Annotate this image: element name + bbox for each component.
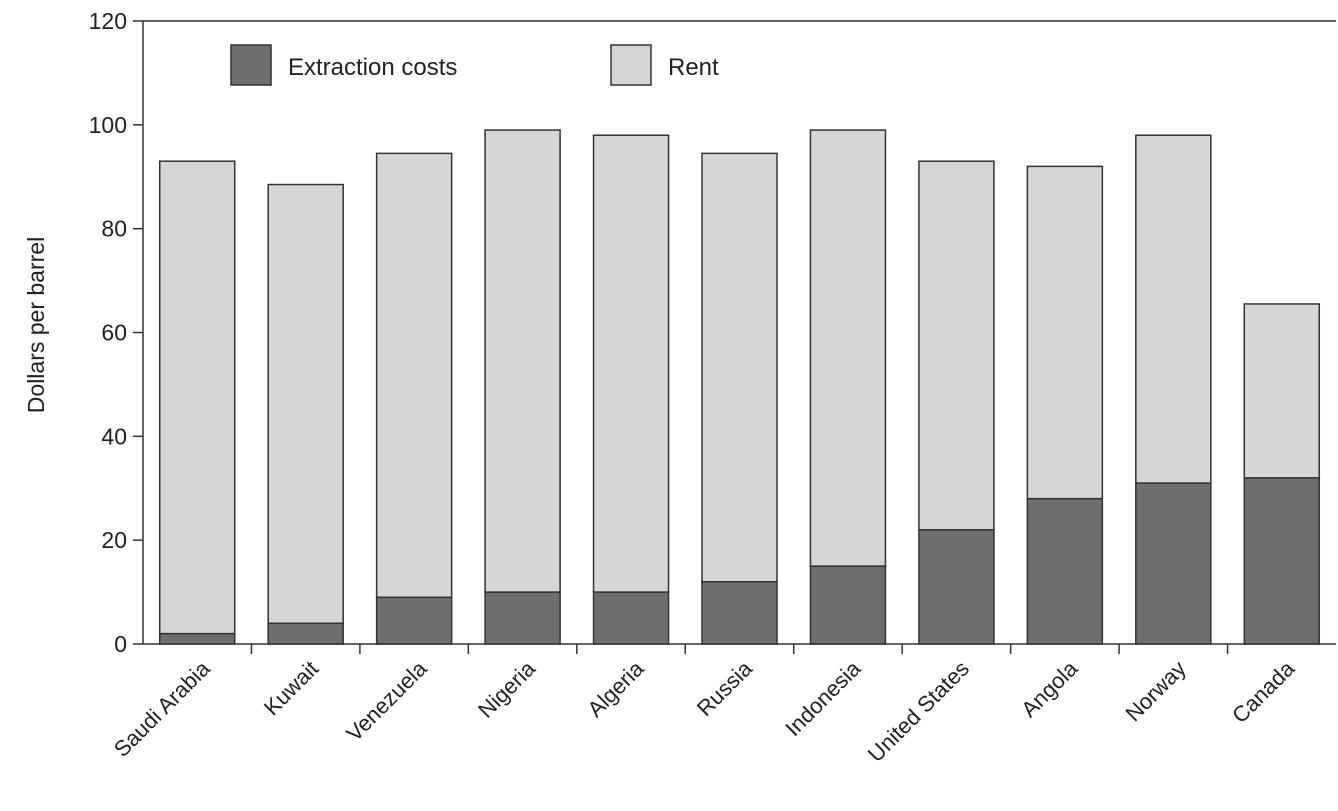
x-category-label: Algeria	[582, 655, 649, 722]
bar-extraction-costs	[158, 632, 236, 645]
bar-extraction-costs	[1135, 482, 1212, 645]
x-category-label: Russia	[692, 655, 758, 721]
bar-rent	[918, 160, 995, 531]
bar-rent	[592, 134, 670, 593]
x-category-label: Saudi Arabia	[109, 655, 215, 761]
x-category-label: Kuwait	[259, 656, 323, 720]
bar-extraction-costs	[267, 622, 344, 645]
legend-swatch	[230, 44, 272, 86]
bar-rent	[1026, 165, 1104, 500]
legend-label: Rent	[668, 54, 719, 81]
bar-rent	[1135, 134, 1212, 484]
bar-rent	[484, 129, 561, 593]
bar-extraction-costs	[484, 591, 561, 645]
bar-extraction-costs	[592, 591, 670, 645]
x-category-label: Canada	[1227, 655, 1300, 728]
bar-extraction-costs	[809, 565, 887, 645]
y-tick-label: 20	[101, 527, 127, 553]
x-category-label: Norway	[1120, 656, 1190, 726]
bar-rent	[158, 160, 236, 635]
bar-rent	[1243, 303, 1321, 479]
y-tick-label: 40	[101, 423, 127, 449]
legend: Extraction costs Rent	[230, 44, 719, 86]
bar-rent	[267, 183, 344, 624]
bar-extraction-costs	[1243, 477, 1321, 645]
x-category-label: Angola	[1016, 655, 1083, 722]
bar-rent	[701, 152, 778, 583]
x-category-label: Venezuela	[341, 655, 432, 746]
bar-extraction-costs	[701, 580, 778, 645]
y-tick-label: 0	[114, 631, 127, 657]
y-tick-label: 100	[89, 112, 127, 138]
legend-swatch	[610, 44, 652, 86]
legend-label: Extraction costs	[288, 54, 457, 81]
x-category-label: Nigeria	[473, 655, 541, 723]
y-tick-label: 80	[101, 216, 127, 242]
bar-extraction-costs	[1026, 497, 1104, 645]
y-axis-label: Dollars per barrel	[23, 237, 49, 413]
bar-extraction-costs	[375, 596, 453, 645]
y-tick-label: 120	[89, 8, 127, 34]
x-category-label: Indonesia	[780, 655, 866, 741]
bar-rent	[809, 129, 887, 567]
x-category-label: United States	[863, 656, 974, 767]
bars	[158, 129, 1321, 645]
bar-rent	[375, 152, 453, 599]
bar-extraction-costs	[918, 529, 995, 645]
y-tick-label: 60	[101, 320, 127, 346]
y-axis: 0 20 40 60 80 100 120	[89, 8, 143, 657]
x-axis: Saudi Arabia Kuwait Venezuela Nigeria Algeri…	[109, 644, 1300, 767]
